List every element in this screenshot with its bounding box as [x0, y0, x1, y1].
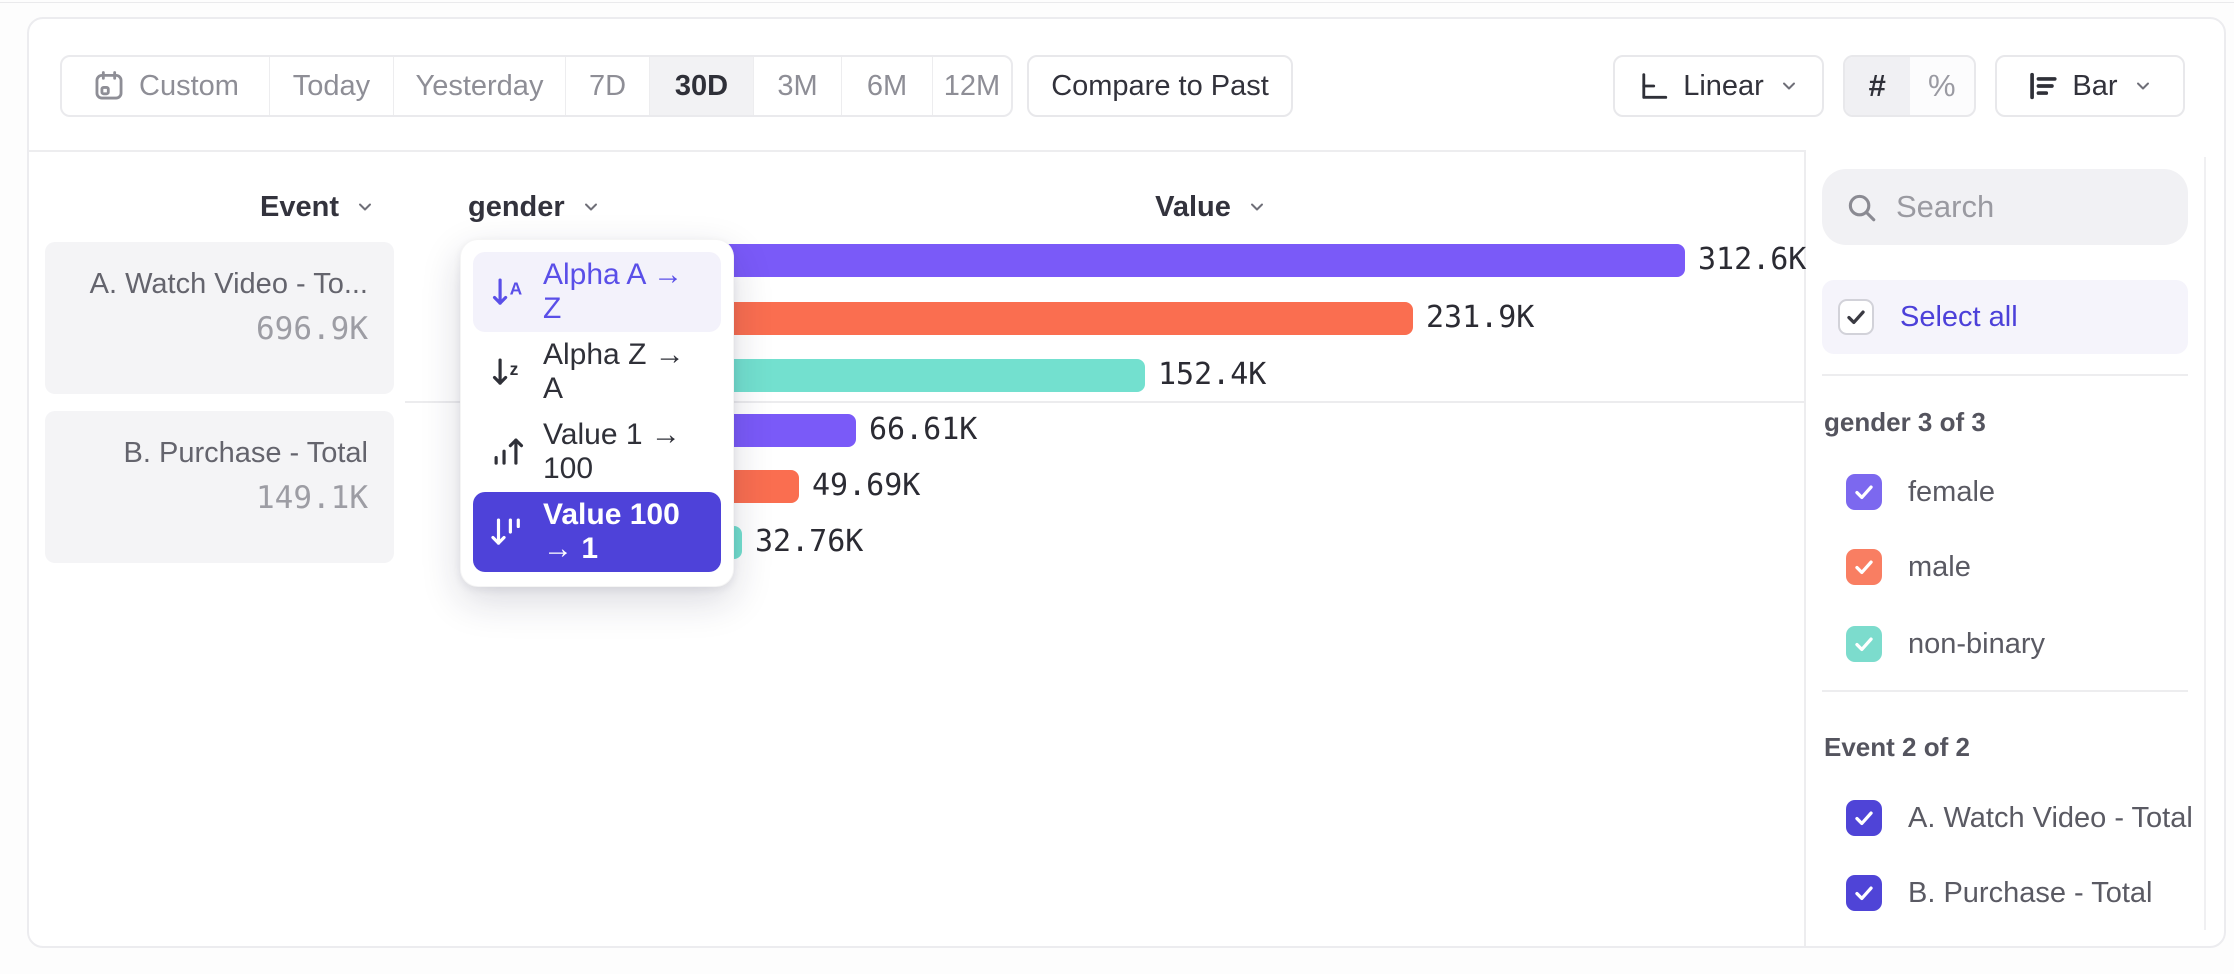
event-card[interactable]: B. Purchase - Total 149.1K [45, 411, 394, 563]
sort-value-desc-icon [489, 513, 527, 551]
legend-item-a-watch-video-total[interactable]: A. Watch Video - Total [1846, 800, 2193, 836]
date-range-yesterday[interactable]: Yesterday [394, 57, 566, 115]
chart-type-dropdown[interactable]: Bar [1995, 55, 2185, 117]
date-range-3m[interactable]: 3M [754, 57, 842, 115]
legend-item-label: B. Purchase - Total [1908, 876, 2153, 909]
legend-item-male[interactable]: male [1846, 549, 1971, 585]
event-column-header[interactable]: Event [260, 190, 377, 224]
scale-dropdown[interactable]: Linear [1613, 55, 1824, 117]
event-card-total: 149.1K [256, 480, 368, 516]
toolbar-divider [29, 150, 1804, 152]
legend-checkbox[interactable] [1846, 800, 1882, 836]
select-all-label: Select all [1900, 300, 2018, 333]
chevron-down-icon [579, 195, 603, 219]
bar-value-label: 312.6K [1698, 242, 1807, 277]
compare-to-past-label: Compare to Past [1051, 69, 1269, 102]
svg-text:A: A [510, 278, 523, 298]
legend-divider [1822, 690, 2188, 692]
linear-scale-icon [1636, 69, 1670, 103]
window-top-divider [0, 2, 2234, 3]
chevron-down-icon [2131, 74, 2155, 98]
legend-checkbox[interactable] [1846, 549, 1882, 585]
svg-text:z: z [510, 359, 519, 379]
legend-section-title: Event 2 of 2 [1824, 732, 1970, 762]
search-input[interactable] [1896, 189, 2188, 225]
legend-checkbox[interactable] [1846, 875, 1882, 911]
bar-value-label: 152.4K [1158, 357, 1267, 392]
format-percent-toggle[interactable]: % [1910, 57, 1975, 115]
sort-value-asc-icon [489, 433, 527, 471]
legend-search [1822, 169, 2188, 245]
legend-section-title: gender 3 of 3 [1824, 407, 1986, 437]
bar-value-label: 49.69K [812, 468, 921, 503]
legend-item-b-purchase-total[interactable]: B. Purchase - Total [1846, 875, 2152, 911]
date-range-custom[interactable]: Custom [62, 57, 270, 115]
event-card-total: 696.9K [256, 311, 368, 347]
event-card[interactable]: A. Watch Video - To... 696.9K [45, 242, 394, 394]
sort-option-label: Alpha Z → A [543, 338, 685, 405]
bar-value-label: 66.61K [869, 412, 978, 447]
date-range-today[interactable]: Today [270, 57, 394, 115]
date-range-control: Custom Today Yesterday 7D 30D 3M 6M 12M [60, 55, 1013, 117]
bar-value-label: 231.9K [1426, 300, 1535, 335]
hash-icon: # [1868, 68, 1886, 103]
date-range-6m[interactable]: 6M [842, 57, 933, 115]
select-all-row[interactable]: Select all [1822, 280, 2188, 354]
legend-item-label: A. Watch Video - Total [1908, 801, 2193, 834]
legend-divider [1822, 374, 2188, 376]
chevron-down-icon [353, 195, 377, 219]
format-count-toggle[interactable]: # [1845, 57, 1910, 115]
sort-option-value-100-1[interactable]: Value 100 → 1 [473, 492, 721, 572]
bar-chart-icon [2025, 69, 2059, 103]
legend-item-label: non-binary [1908, 627, 2046, 660]
date-range-30d[interactable]: 30D [650, 57, 754, 115]
date-range-12m[interactable]: 12M [943, 69, 1001, 102]
legend-item-label: female [1908, 475, 1996, 508]
legend-item-non-binary[interactable]: non-binary [1846, 626, 2045, 662]
percent-icon: % [1927, 68, 1956, 103]
event-card-label: B. Purchase - Total [123, 437, 368, 469]
value-format-toggle: # % [1843, 55, 1976, 117]
chart-type-label: Bar [2072, 69, 2118, 102]
legend-checkbox[interactable] [1846, 474, 1882, 510]
value-column-header[interactable]: Value [1112, 190, 1312, 224]
date-range-7d[interactable]: 7D [566, 57, 650, 115]
bar-female[interactable] [632, 244, 1685, 277]
bar-male[interactable] [632, 302, 1413, 335]
legend-panel-border [1804, 150, 1806, 946]
search-icon [1844, 190, 1878, 224]
legend-item-female[interactable]: female [1846, 474, 1995, 510]
sort-option-alpha-a-z[interactable]: A Alpha A → Z [473, 252, 721, 332]
sort-option-alpha-z-a[interactable]: z Alpha Z → A [473, 332, 721, 412]
legend-checkbox[interactable] [1846, 626, 1882, 662]
bar-value-label: 32.76K [755, 524, 864, 559]
report-card: Custom Today Yesterday 7D 30D 3M 6M 12M Compare… [27, 17, 2226, 948]
legend-item-label: male [1908, 550, 1971, 583]
row-group-divider [405, 401, 1804, 403]
sort-option-label: Value 100 → 1 [543, 498, 680, 565]
breakdown-column-header[interactable]: gender [468, 190, 603, 224]
sort-alpha-desc-icon: z [489, 353, 527, 391]
event-card-label: A. Watch Video - To... [89, 268, 368, 300]
chevron-down-icon [1245, 195, 1269, 219]
sort-option-label: Value 1 → 100 [543, 418, 681, 485]
compare-to-past-button[interactable]: Compare to Past [1027, 55, 1293, 117]
select-all-checkbox[interactable] [1838, 299, 1874, 335]
scale-label: Linear [1683, 69, 1764, 102]
calendar-icon [92, 69, 126, 103]
legend-scroll-track [2204, 157, 2206, 930]
chevron-down-icon [1777, 74, 1801, 98]
sort-option-value-1-100[interactable]: Value 1 → 100 [473, 412, 721, 492]
sort-option-label: Alpha A → Z [543, 258, 684, 325]
sort-alpha-asc-icon: A [489, 273, 527, 311]
